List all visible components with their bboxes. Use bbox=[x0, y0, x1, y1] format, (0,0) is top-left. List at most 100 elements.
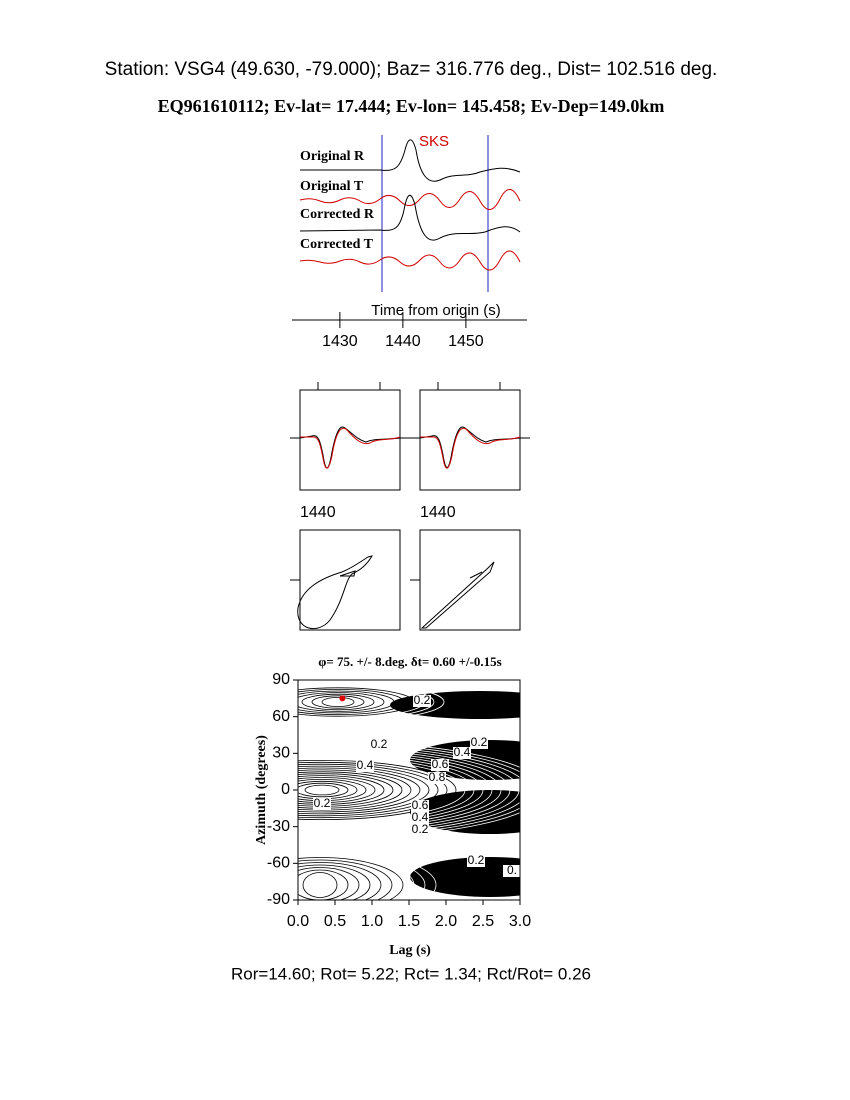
x-tick-label: 2.5 bbox=[472, 913, 494, 930]
trace-original-t bbox=[299, 189, 521, 210]
x-tick-label: 1440 bbox=[385, 333, 421, 350]
contour bbox=[298, 761, 448, 819]
x-tick-label: 2.0 bbox=[435, 913, 457, 930]
contour-label: 0.4 bbox=[357, 758, 374, 772]
contour-label: 0.4 bbox=[454, 745, 471, 759]
contour bbox=[298, 862, 382, 900]
grid-title: φ= 75. +/- 8.deg. δt= 0.60 +/-0.15s bbox=[318, 654, 502, 669]
contour bbox=[298, 767, 421, 813]
contour-field: 0.20.20.40.20.4 0.60.80.2 0.60.40.20.20. bbox=[298, 682, 520, 900]
particle-box bbox=[419, 529, 521, 631]
contour bbox=[298, 763, 439, 817]
contour bbox=[298, 682, 445, 722]
contour bbox=[298, 684, 435, 720]
contour bbox=[298, 744, 520, 836]
contour bbox=[298, 769, 412, 811]
y-tick-label: 30 bbox=[272, 745, 290, 762]
contour-label-bg bbox=[413, 695, 431, 707]
contour-label-bg bbox=[467, 855, 485, 867]
contour-label-bg bbox=[313, 798, 331, 810]
trace-label: Corrected T bbox=[300, 237, 374, 252]
contour bbox=[298, 864, 371, 900]
y-tick-label: -30 bbox=[267, 818, 290, 835]
trace-label: Original R bbox=[300, 149, 365, 164]
x-tick-label: 1450 bbox=[448, 333, 484, 350]
contour-label-bg bbox=[431, 759, 449, 771]
waveform-panel: Original R Original T Corrected R Correc… bbox=[292, 133, 527, 321]
contour bbox=[298, 849, 437, 900]
x-axis-label: Time from origin (s) bbox=[371, 302, 500, 319]
contour bbox=[298, 869, 349, 900]
x-tick-label: 1430 bbox=[322, 333, 358, 350]
contour-label: 0.4 bbox=[412, 810, 429, 824]
contour-label-bg bbox=[470, 737, 488, 749]
trace-label: Corrected R bbox=[300, 207, 375, 222]
contour-label-bg bbox=[453, 747, 471, 759]
contour bbox=[298, 689, 405, 715]
y-axis-label: Azimuth (degrees) bbox=[254, 735, 269, 845]
y-tick-label: 90 bbox=[272, 671, 290, 688]
contour bbox=[298, 765, 430, 815]
contour-label-bg bbox=[428, 772, 446, 784]
trace-original-r bbox=[300, 139, 521, 182]
best-fit bbox=[339, 695, 346, 702]
y-tick-label: -60 bbox=[267, 855, 290, 872]
contour bbox=[298, 758, 466, 822]
contour bbox=[298, 690, 395, 714]
contour-label: 0.2 bbox=[414, 693, 431, 707]
panel-box bbox=[299, 389, 401, 491]
contour bbox=[298, 859, 393, 900]
footer: Ror=14.60; Rot= 5.22; Rct= 1.34; Rct/Rot… bbox=[231, 964, 591, 983]
contour bbox=[298, 867, 360, 900]
contour-label-bg bbox=[370, 739, 388, 751]
contour bbox=[311, 695, 365, 709]
panel-box bbox=[419, 389, 521, 491]
station-line: Station: VSG4 (49.630, -79.000); Baz= 31… bbox=[105, 59, 718, 80]
contour bbox=[298, 756, 475, 824]
contour bbox=[298, 692, 385, 712]
x-tick-label: 0.0 bbox=[287, 913, 309, 930]
trace-corrected-t bbox=[299, 250, 521, 271]
contour bbox=[298, 854, 415, 900]
contour bbox=[298, 752, 493, 828]
contour-label-bg bbox=[356, 760, 374, 772]
contour bbox=[298, 746, 520, 834]
contour bbox=[302, 872, 338, 898]
contour-label: 0.6 bbox=[432, 757, 449, 771]
x-tick-label: 1.0 bbox=[361, 913, 383, 930]
contour bbox=[298, 748, 511, 832]
time-label: 1440 bbox=[420, 504, 456, 521]
contour-label: 0.6 bbox=[412, 798, 429, 812]
trace-label: Original T bbox=[300, 179, 364, 194]
x-tick-label: 1.5 bbox=[398, 913, 420, 930]
contour-label: 0.2 bbox=[471, 735, 488, 749]
y-tick-label: -90 bbox=[267, 891, 290, 908]
event-line: EQ961610112; Ev-lat= 17.444; Ev-lon= 145… bbox=[158, 96, 665, 116]
contour-label: 0. bbox=[507, 863, 517, 877]
contour bbox=[298, 782, 349, 798]
phase-label: SKS bbox=[419, 133, 449, 150]
contour-label: 0.2 bbox=[371, 737, 388, 751]
contour bbox=[298, 754, 484, 826]
y-tick-label: 60 bbox=[272, 708, 290, 725]
contour bbox=[298, 741, 520, 839]
contour bbox=[298, 750, 502, 830]
contour-label-bg bbox=[411, 824, 429, 836]
contour-label: 0.2 bbox=[412, 822, 429, 836]
contour bbox=[298, 742, 520, 838]
contour bbox=[301, 693, 375, 711]
time-label: 1440 bbox=[300, 504, 336, 521]
x-tick-label: 0.5 bbox=[324, 913, 346, 930]
trace-corrected-r bbox=[299, 195, 521, 241]
contour bbox=[298, 852, 426, 900]
contour-label: 0.2 bbox=[314, 796, 331, 810]
contour bbox=[304, 784, 340, 796]
contour-label-bg bbox=[411, 800, 429, 812]
contour-label: 0.2 bbox=[468, 853, 485, 867]
x-axis-label: Lag (s) bbox=[389, 943, 431, 958]
contour bbox=[298, 760, 457, 820]
contour bbox=[321, 697, 355, 708]
particle-box bbox=[299, 529, 401, 631]
y-tick-label: 0 bbox=[281, 781, 290, 798]
